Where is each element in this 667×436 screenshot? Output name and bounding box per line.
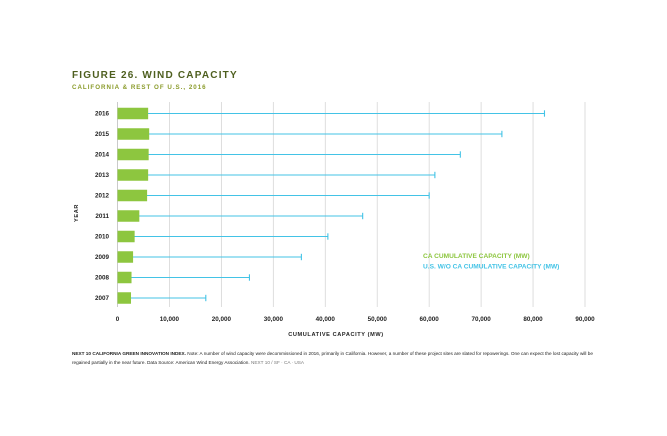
x-tick-label: 0 [116,316,120,323]
footnote: NEXT 10 CALIFORNIA GREEN INNOVATION INDE… [72,349,612,367]
x-tick-label: 80,000 [523,316,543,323]
axis-ticks: 0 10,000 20,000 30,000 40,000 50,000 60,000 70,… [74,111,595,338]
ca-bar [117,230,135,243]
grid-lines [117,102,586,307]
y-tick-label: 2008 [95,275,110,282]
figure-title: FIGURE 26. WIND CAPACITY [72,70,238,81]
x-tick-label: 30,000 [264,316,284,323]
y-tick-label: 2013 [95,172,110,179]
y-tick-label: 2014 [95,152,110,159]
ca-bar [117,148,149,161]
footnote-text: Note: A number of wind capacity were dec… [72,351,593,365]
y-tick-label: 2012 [95,193,110,200]
ca-bar [117,128,150,140]
x-tick-label: 10,000 [160,316,180,323]
y-tick-label: 2009 [95,254,110,261]
x-tick-label: 90,000 [575,316,595,323]
x-tick-label: 60,000 [420,316,440,323]
y-tick-label: 2010 [95,234,110,241]
legend-entry: U.S. W/O CA CUMULATIVE CAPACITY (MW) [423,264,559,271]
ca-bar [117,210,140,222]
legend-entry: CA CUMULATIVE CAPACITY (MW) [423,253,530,260]
x-tick-label: 20,000 [212,316,232,323]
x-tick-label: 40,000 [316,316,336,323]
footnote-source-tag: NEXT 10 / SF · CA · USA [249,360,305,365]
ca-bar [117,169,149,181]
ca-bar [117,251,134,263]
ca-bar [117,107,149,120]
chart-marks [117,107,546,304]
x-tick-label: 50,000 [368,316,388,323]
legend: CA CUMULATIVE CAPACITY (MW) U.S. W/O CA C… [423,253,559,271]
y-tick-label: 2016 [95,111,110,118]
ca-bar [117,271,132,284]
y-tick-label: 2015 [95,131,110,138]
ca-bar [117,292,132,304]
footnote-brand: NEXT 10 CALIFORNIA GREEN INNOVATION INDE… [72,351,186,356]
ca-bar [117,189,148,202]
y-tick-label: 2007 [95,295,110,302]
y-axis-title: YEAR [74,204,80,222]
x-axis-title: CUMULATIVE CAPACITY (MW) [288,332,384,338]
x-tick-label: 70,000 [471,316,491,323]
y-tick-label: 2011 [95,213,109,220]
figure-subtitle: CALIFORNIA & REST OF U.S., 2016 [72,84,207,91]
